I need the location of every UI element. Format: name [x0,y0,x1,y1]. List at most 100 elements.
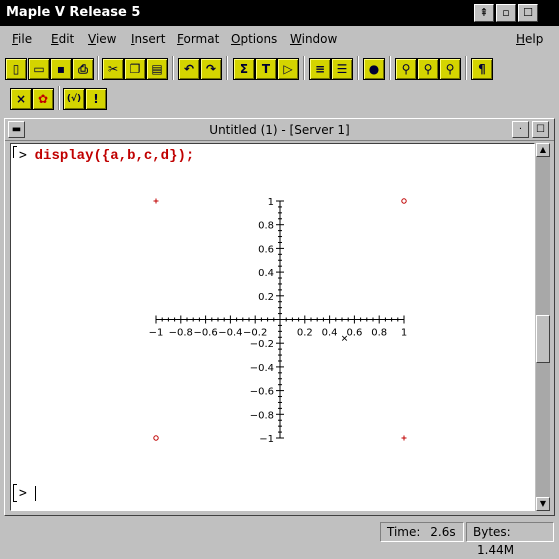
copy-button[interactable]: ❐ [124,58,146,80]
window-menu-button[interactable]: ▬ [8,121,25,138]
x-tick-label: −0.2 [243,328,267,339]
group-bracket[interactable] [13,484,17,502]
y-tick-label: −0.2 [250,339,274,350]
math-input-button[interactable]: Σ [233,58,255,80]
redo-icon: ↷ [205,62,217,76]
execute-button[interactable]: ! [85,88,107,110]
paste-icon: ▤ [151,62,163,76]
y-tick-label: 0.2 [258,292,274,303]
menu-file[interactable]: File [12,32,33,46]
x-tick-label: −0.8 [169,328,193,339]
paste-button[interactable]: ▤ [146,58,168,80]
y-tick-label: −1 [259,434,274,445]
print-button[interactable]: ⎙ [72,58,94,80]
menu-view[interactable]: View [88,32,117,46]
zoom-100-button[interactable]: ⚲ [395,58,417,80]
x-tick-label: −1 [149,328,164,339]
zoom-150-button[interactable]: ⚲ [417,58,439,80]
close-x-button[interactable]: × [10,88,32,110]
y-tick-label: 0.4 [258,268,274,279]
zoom-200-button[interactable]: ⚲ [439,58,461,80]
time-label: Time: [387,525,421,539]
menu-help[interactable]: Help [516,32,544,46]
stop-icon: ● [368,62,380,76]
text-input-button[interactable]: T [255,58,277,80]
save-button[interactable]: ▪ [50,58,72,80]
open-file-button[interactable]: ▭ [28,58,50,80]
cut-button[interactable]: ✂ [102,58,124,80]
prompt-symbol: > [19,148,27,163]
redo-button[interactable]: ↷ [200,58,222,80]
main-toolbar: ▯ ▭ ▪ ⎙ ✂ ❐ ▤ ↶ ↷ Σ T ▷ ≡ ☰ ● ⚲ ⚲ ⚲ ¶ [0,56,559,84]
toolbar-separator [357,56,359,80]
undo-icon: ↶ [183,62,195,76]
sigma-icon: Σ [239,62,249,76]
data-point-cross [401,435,407,441]
vertical-scrollbar[interactable]: ▲ ▼ [536,143,550,511]
zoom-medium-icon: ⚲ [423,62,433,76]
context-toolbar: × ✿ (√) ! [0,86,559,114]
undo-button[interactable]: ↶ [178,58,200,80]
prompt-symbol: > [19,486,27,501]
minimize-button[interactable]: ▫ [496,4,516,22]
bytes-value: 1.44M [477,543,515,557]
status-bar: Time: 2.6s Bytes: 1.44M [0,520,559,557]
show-paragraph-marks-button[interactable]: ¶ [471,58,493,80]
print-icon: ⎙ [78,62,88,76]
minimize-doc-button[interactable]: · [512,121,529,138]
worksheet-content[interactable]: > display({a,b,c,d}); −1 −0.8 −0.6 −0.4 −0.2… [10,143,535,511]
scroll-up-arrow-icon[interactable]: ▲ [536,143,550,157]
app-titlebar: Maple V Release 5 ⇞ ▫ ☐ [0,0,559,26]
input-line[interactable]: > display({a,b,c,d}); [19,148,194,164]
plot-area[interactable]: −1 −0.8 −0.6 −0.4 −0.2 0.2 0.4 0.6 0.8 110.80.60.… [11,174,531,484]
maple-input-button[interactable]: ✿ [32,88,54,110]
group-bracket[interactable] [13,146,17,158]
menu-window[interactable]: Window [290,32,338,46]
text-cursor [34,486,36,501]
maximize-doc-button[interactable]: ☐ [532,121,549,138]
menu-format[interactable]: Format [177,32,220,46]
x-tick-label: 0.6 [346,328,362,339]
maple-leaf-icon: ✿ [37,92,49,106]
pin-button[interactable]: ⇞ [474,4,494,22]
scroll-down-arrow-icon[interactable]: ▼ [536,497,550,511]
menubar: File Edit View Insert Format Options Win… [2,27,557,53]
x-tick-label: −0.4 [218,328,242,339]
empty-input-line[interactable]: > [19,486,36,501]
toolbar-separator [58,86,60,110]
worksheet-window: ▬ Untitled (1) - [Server 1] · ☐ > displa… [4,118,555,516]
new-icon: ▯ [12,62,20,76]
x-tick-label: 0.4 [322,328,338,339]
y-tick-label: 0.8 [258,221,274,232]
toolbar-separator [172,56,174,80]
toolbar-separator [465,56,467,80]
command-text[interactable]: display({a,b,c,d}); [34,148,195,164]
open-icon: ▭ [33,62,45,76]
bytes-label: Bytes: [473,525,511,539]
insert-prompt-button[interactable]: ▷ [277,58,299,80]
menu-insert[interactable]: Insert [131,32,166,46]
menu-options[interactable]: Options [231,32,278,46]
time-value: 2.6s [430,525,456,539]
menu-edit[interactable]: Edit [51,32,75,46]
y-tick-label: −0.8 [250,410,274,421]
zoom-large-icon: ⚲ [445,62,455,76]
toolbar-separator [226,56,228,80]
collapse-section-icon: ≡ [314,62,326,76]
mouse-cursor-icon: ✕ [341,335,349,345]
y-tick-label: 0.6 [258,244,274,255]
y-tick-label: −0.4 [250,363,274,374]
new-file-button[interactable]: ▯ [5,58,27,80]
expand-section-button[interactable]: ☰ [331,58,353,80]
validate-expression-button[interactable]: (√) [63,88,85,110]
zoom-small-icon: ⚲ [401,62,411,76]
cut-icon: ✂ [107,62,119,76]
plot-axes: −1 −0.8 −0.6 −0.4 −0.2 0.2 0.4 0.6 0.8 110.80.60.… [149,197,408,445]
close-x-icon: × [15,92,27,106]
stop-button[interactable]: ● [363,58,385,80]
worksheet-title: Untitled (1) - [Server 1] [209,123,350,137]
data-point-circle [401,198,407,204]
scroll-thumb[interactable] [536,315,550,363]
maximize-button[interactable]: ☐ [518,4,538,22]
collapse-section-button[interactable]: ≡ [309,58,331,80]
